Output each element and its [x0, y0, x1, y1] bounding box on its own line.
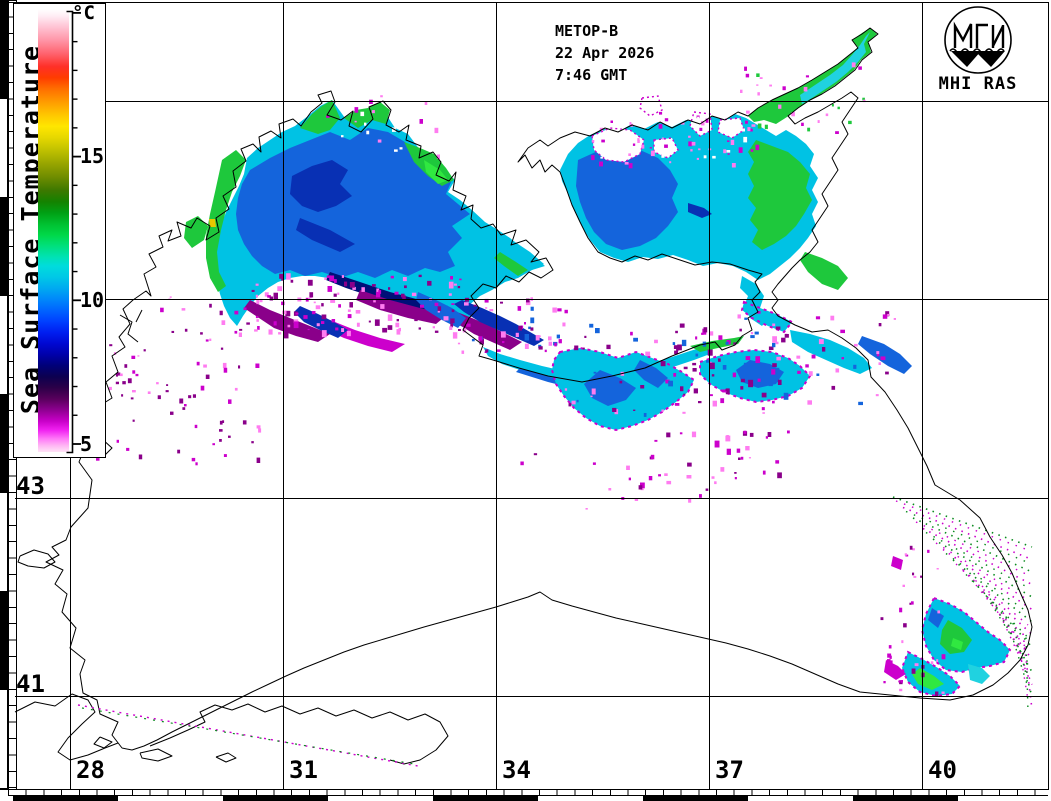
header-info: METOP-B 22 Apr 2026 7:46 GMT [555, 20, 654, 86]
colorbar-gradient [38, 9, 69, 452]
frame-border-bottom-inner [8, 789, 1048, 796]
colorbar: Sea Surface Temperature 15 10 5 °C [13, 2, 106, 458]
mhi-logo-waves [949, 48, 1005, 67]
mhi-logo-letters [953, 21, 1005, 48]
lon-label-40: 40 [928, 756, 957, 784]
frame-border-bottom-outer [8, 796, 1048, 801]
lon-label-34: 34 [502, 756, 531, 784]
acquisition-time: 7:46 GMT [555, 66, 628, 84]
colorbar-tick-10: 10 [80, 288, 105, 312]
sea-data-layer [184, 28, 1012, 698]
acquisition-date: 22 Apr 2026 [555, 44, 655, 62]
mhi-logo-emblem [944, 6, 1012, 74]
colorbar-unit: °C [72, 2, 95, 24]
colorbar-tick-5: 5 [80, 432, 93, 456]
satellite-name: METOP-B [555, 22, 619, 40]
speckle-layer [95, 62, 1033, 713]
coastline-layer [14, 27, 1033, 767]
mhi-logo-label: MHI RAS [938, 74, 1018, 94]
lat-label-43: 43 [16, 472, 45, 500]
mhi-logo: MHI RAS [938, 4, 1018, 94]
lon-label-37: 37 [715, 756, 744, 784]
lon-label-31: 31 [289, 756, 318, 784]
colorbar-tick-15: 15 [80, 144, 105, 168]
frame-border-right [1048, 2, 1049, 790]
lat-label-41: 41 [16, 670, 45, 698]
colorbar-ticks [66, 10, 81, 454]
frame-border-top [8, 2, 1048, 3]
frame-border-left-outer [0, 0, 8, 790]
lon-label-28: 28 [76, 756, 105, 784]
